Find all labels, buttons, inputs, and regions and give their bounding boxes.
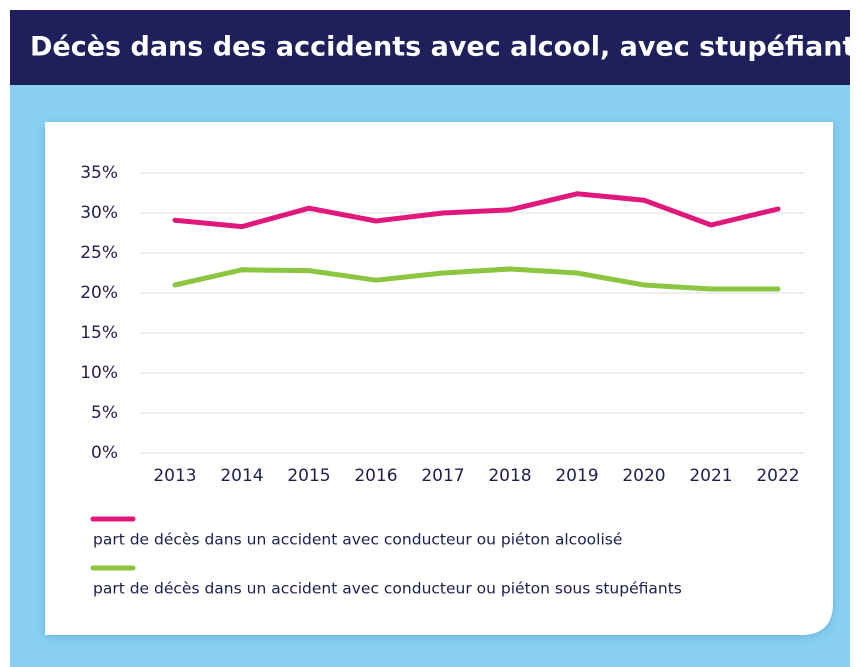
plot: 0% 5% 10% 15% 20% 25% 30% 35% 2013 2014 2015 2016 20… xyxy=(80,163,805,598)
x-tick-label: 2013 xyxy=(153,466,196,486)
y-tick-label: 25% xyxy=(80,243,118,263)
y-tick-label: 20% xyxy=(80,283,118,303)
x-tick-label: 2017 xyxy=(421,466,464,486)
y-tick-label: 35% xyxy=(80,163,118,183)
x-tick-label: 2015 xyxy=(287,466,330,486)
x-tick-label: 2014 xyxy=(220,466,263,486)
y-tick-label: 5% xyxy=(91,403,118,423)
legend-label: part de décès dans un accident avec cond… xyxy=(93,580,682,598)
series-line xyxy=(172,191,781,230)
card xyxy=(45,122,833,635)
y-tick-label: 10% xyxy=(80,363,118,383)
x-tick-label: 2022 xyxy=(756,466,799,486)
chart-title: Décès dans des accidents avec alcool, av… xyxy=(30,32,860,63)
header xyxy=(10,10,850,85)
x-tick-label: 2016 xyxy=(354,466,397,486)
x-tick-label: 2019 xyxy=(555,466,598,486)
y-tick-label: 30% xyxy=(80,203,118,223)
series-line xyxy=(172,266,781,292)
x-tick-label: 2021 xyxy=(689,466,732,486)
y-tick-label: 0% xyxy=(91,443,118,463)
x-tick-label: 2018 xyxy=(488,466,531,486)
y-tick-label: 15% xyxy=(80,323,118,343)
legend-label: part de décès dans un accident avec cond… xyxy=(93,531,622,549)
x-tick-label: 2020 xyxy=(622,466,665,486)
